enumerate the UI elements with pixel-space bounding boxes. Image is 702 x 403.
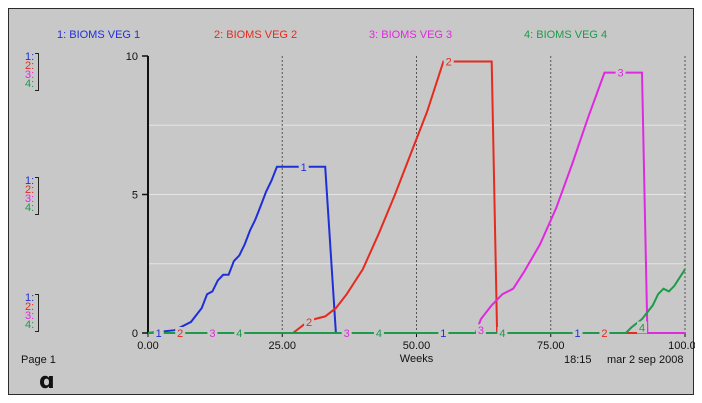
series-label-bg (153, 327, 164, 339)
series-point-label-4: 4 (639, 322, 645, 334)
series-label-bg (475, 324, 486, 337)
series-point-label-2: 2 (601, 328, 607, 340)
series-line-3 (148, 71, 685, 334)
y-tick-label: 5 (132, 190, 138, 202)
scale-marker-4: 4: (25, 202, 35, 214)
page-label: Page 1 (21, 354, 56, 366)
legend-series-1: 1: BIOMS VEG 1 (57, 29, 141, 41)
series-label-bg (443, 55, 454, 68)
series-point-label-1: 1 (156, 328, 162, 340)
series-point-label-1: 1 (440, 328, 446, 340)
series-point-label-3: 3 (209, 328, 215, 340)
time-label: 18:15 (564, 354, 592, 366)
x-tick-label: 25.00 (268, 340, 296, 352)
series-label-bg (207, 327, 218, 339)
x-tick-label: 100.00 (668, 340, 695, 352)
series-point-label-1: 1 (575, 328, 581, 340)
series-label-bg (615, 66, 626, 79)
scale-marker-4: 4: (25, 78, 35, 90)
series-label-bg (234, 327, 245, 339)
series-point-label-4: 4 (376, 328, 382, 340)
scale-marker-1: 1: (25, 175, 35, 187)
y-tick-label: 10 (126, 51, 138, 63)
series-label-bg (298, 160, 309, 173)
y-tick-label: 0 (132, 328, 138, 340)
scale-bracket (35, 177, 39, 215)
series-point-label-2: 2 (306, 317, 312, 329)
series-point-label-4: 4 (236, 328, 242, 340)
series-label-bg (175, 327, 186, 339)
series-line-1 (147, 165, 685, 334)
scale-marker-2: 2: (25, 184, 35, 196)
scale-bracket (35, 294, 39, 332)
series-point-label-2: 2 (177, 328, 183, 340)
series-label-bg (572, 327, 583, 339)
scale-bracket (35, 53, 39, 91)
series-point-label-3: 3 (478, 325, 484, 337)
series-line-4 (148, 268, 686, 334)
date-label: mar 2 sep 2008 (607, 354, 684, 366)
scale-marker-3: 3: (25, 310, 35, 322)
scale-marker-1: 1: (25, 292, 35, 304)
scale-marker-4: 4: (25, 319, 35, 331)
series-point-label-3: 3 (344, 328, 350, 340)
series-label-bg (304, 315, 315, 328)
series-point-label-3: 3 (617, 68, 623, 80)
scale-marker-3: 3: (25, 193, 35, 205)
series-label-bg (438, 327, 449, 339)
scale-marker-3: 3: (25, 69, 35, 81)
series-label-bg (497, 327, 508, 339)
chart-canvas: 05100.0025.0050.0075.00100.00Weeks111122… (126, 51, 695, 365)
legend-series-2: 2: BIOMS VEG 2 (214, 29, 298, 41)
x-tick-label: 50.00 (403, 340, 431, 352)
series-label-bg (637, 321, 648, 334)
scale-marker-2: 2: (25, 301, 35, 313)
series-label-bg (341, 327, 352, 339)
series-label-bg (599, 327, 610, 339)
scale-marker-1: 1: (25, 51, 35, 63)
series-point-label-4: 4 (499, 328, 505, 340)
series-point-label-2: 2 (446, 57, 452, 69)
chart-frame: 05100.0025.0050.0075.00100.00Weeks111122… (8, 8, 695, 395)
legend-series-4: 4: BIOMS VEG 4 (524, 29, 608, 41)
x-tick-label: 75.00 (537, 340, 565, 352)
series-label-bg (373, 327, 384, 339)
x-tick-label: 0.00 (137, 340, 158, 352)
legend-series-3: 3: BIOMS VEG 3 (369, 29, 453, 41)
lock-icon[interactable]: ɑ (39, 369, 55, 394)
series-point-label-1: 1 (301, 162, 307, 174)
x-axis-label: Weeks (400, 353, 434, 365)
scale-marker-2: 2: (25, 60, 35, 72)
